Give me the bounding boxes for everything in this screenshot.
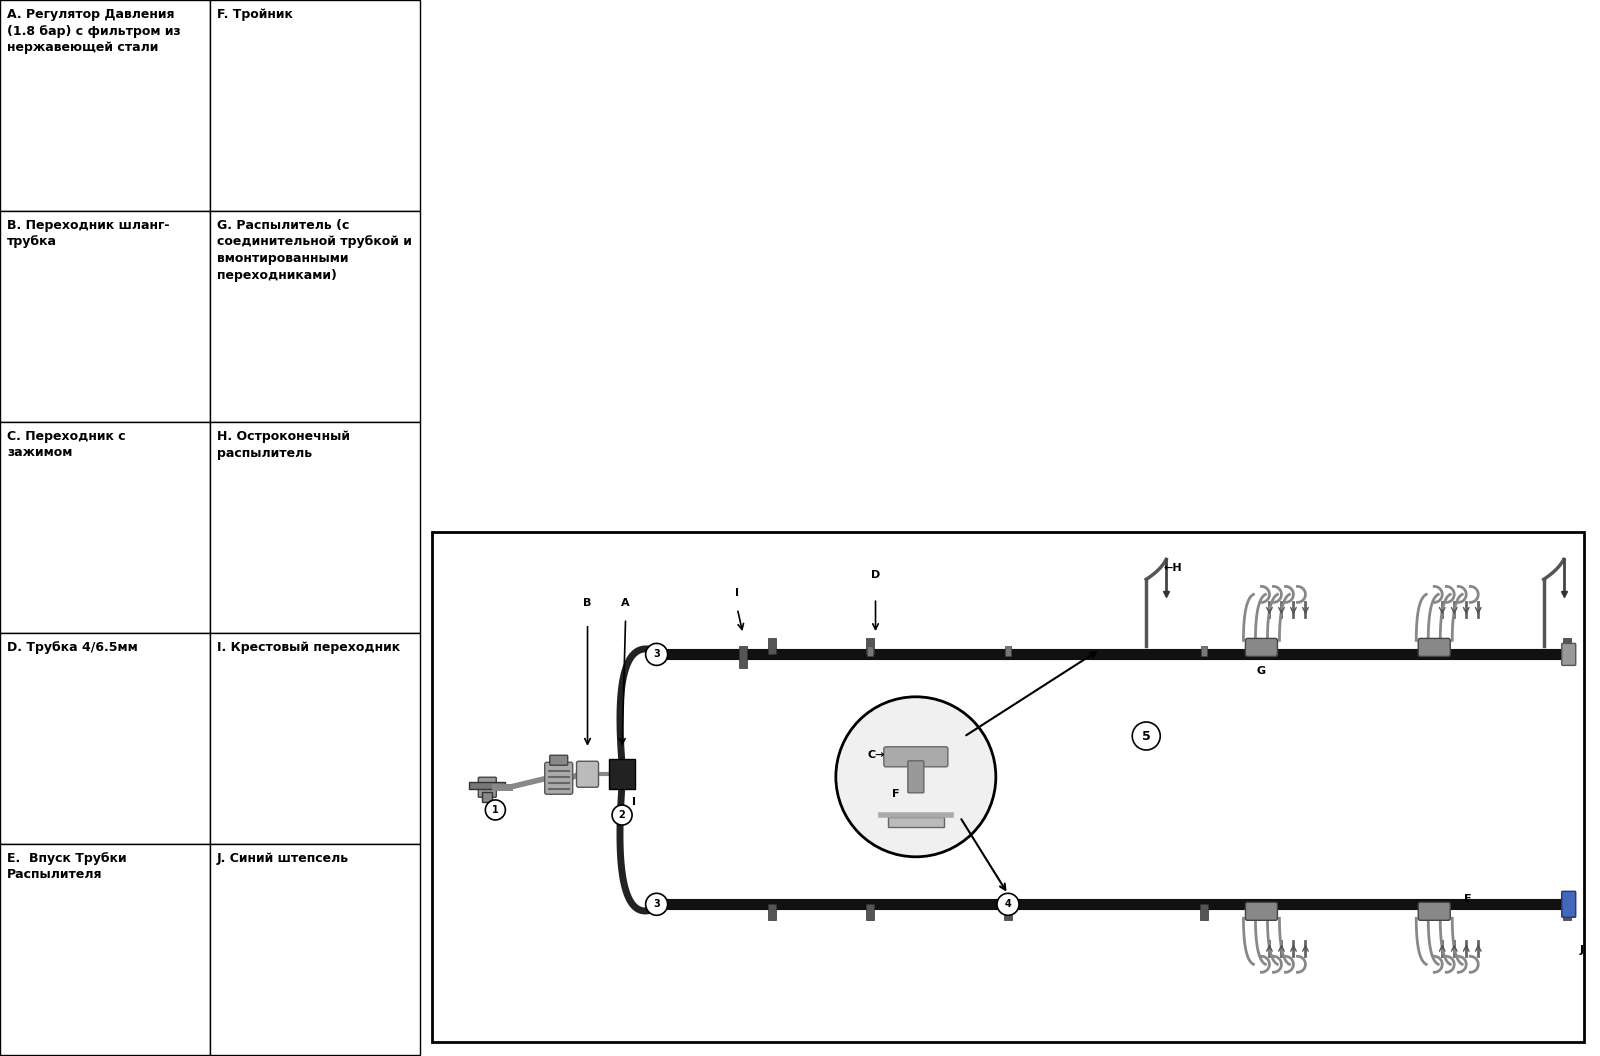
Circle shape — [646, 893, 667, 916]
Bar — [1202, 646, 1206, 657]
FancyBboxPatch shape — [1562, 643, 1576, 665]
FancyBboxPatch shape — [1418, 902, 1450, 920]
Text: J: J — [1579, 945, 1584, 956]
Text: I: I — [736, 588, 739, 598]
Bar — [210, 0, 419, 211]
Text: D. Трубка 4/6.5мм: D. Трубка 4/6.5мм — [6, 641, 138, 654]
Bar — [0, 844, 210, 1055]
Bar — [866, 904, 874, 920]
Text: E.  Впуск Трубки
Распылителя: E. Впуск Трубки Распылителя — [6, 852, 126, 882]
FancyBboxPatch shape — [1245, 902, 1277, 920]
Bar — [768, 904, 776, 920]
Text: F. Тройник: F. Тройник — [218, 8, 293, 21]
Text: 1: 1 — [491, 805, 499, 815]
Bar — [432, 532, 1584, 1042]
Bar — [0, 422, 210, 633]
Text: A. Регулятор Давления
(1.8 бар) с фильтром из
нержавеющей стали: A. Регулятор Давления (1.8 бар) с фильтр… — [6, 8, 181, 54]
Text: 3: 3 — [653, 900, 661, 909]
Text: G: G — [1258, 666, 1266, 677]
Text: B. Переходник шланг-
трубка: B. Переходник шланг- трубка — [6, 219, 170, 248]
Bar — [1005, 904, 1013, 920]
Bar — [210, 633, 419, 844]
Text: C. Переходник с
зажимом: C. Переходник с зажимом — [6, 430, 126, 459]
Text: G. Распылитель (с
соединительной трубкой и
вмонтированными
переходниками): G. Распылитель (с соединительной трубкой… — [218, 219, 411, 282]
FancyBboxPatch shape — [883, 747, 947, 767]
Bar — [1563, 904, 1571, 920]
FancyBboxPatch shape — [544, 762, 573, 794]
Text: I. Крестовый переходник: I. Крестовый переходник — [218, 641, 400, 654]
Circle shape — [646, 643, 667, 665]
Bar — [768, 639, 776, 655]
Text: A: A — [621, 599, 630, 608]
Bar — [1005, 646, 1011, 657]
Bar — [867, 646, 872, 657]
Text: B: B — [584, 599, 592, 608]
Bar — [1563, 639, 1571, 655]
Bar — [0, 633, 210, 844]
FancyBboxPatch shape — [478, 777, 496, 797]
Circle shape — [613, 805, 632, 825]
FancyBboxPatch shape — [1245, 639, 1277, 657]
Bar — [469, 782, 506, 789]
Text: I: I — [632, 797, 635, 807]
FancyBboxPatch shape — [550, 755, 568, 766]
Bar — [610, 759, 635, 789]
FancyBboxPatch shape — [1418, 639, 1450, 657]
Text: 2: 2 — [619, 810, 626, 821]
Bar — [1200, 904, 1208, 920]
Bar — [210, 422, 419, 633]
Bar — [739, 646, 747, 668]
Text: C→: C→ — [867, 750, 885, 760]
Text: D: D — [870, 570, 880, 581]
Circle shape — [485, 800, 506, 819]
Bar — [210, 211, 419, 422]
FancyBboxPatch shape — [576, 761, 598, 788]
Bar — [482, 792, 493, 803]
Bar — [866, 639, 874, 655]
Text: 5: 5 — [1142, 730, 1150, 742]
Bar — [210, 844, 419, 1055]
Text: ←H: ←H — [1163, 563, 1182, 572]
Text: 4: 4 — [1005, 900, 1011, 909]
Circle shape — [835, 697, 995, 856]
Bar — [0, 0, 210, 211]
FancyBboxPatch shape — [907, 760, 923, 793]
Text: E: E — [1464, 894, 1472, 904]
Bar — [888, 816, 944, 827]
FancyBboxPatch shape — [1562, 891, 1576, 918]
Circle shape — [1133, 722, 1160, 750]
Text: H. Остроконечный
распылитель: H. Остроконечный распылитель — [218, 430, 350, 459]
Text: F: F — [893, 789, 899, 798]
Circle shape — [997, 893, 1019, 916]
Text: 3: 3 — [653, 649, 661, 659]
Bar — [0, 211, 210, 422]
Text: J. Синий штепсель: J. Синий штепсель — [218, 852, 349, 865]
